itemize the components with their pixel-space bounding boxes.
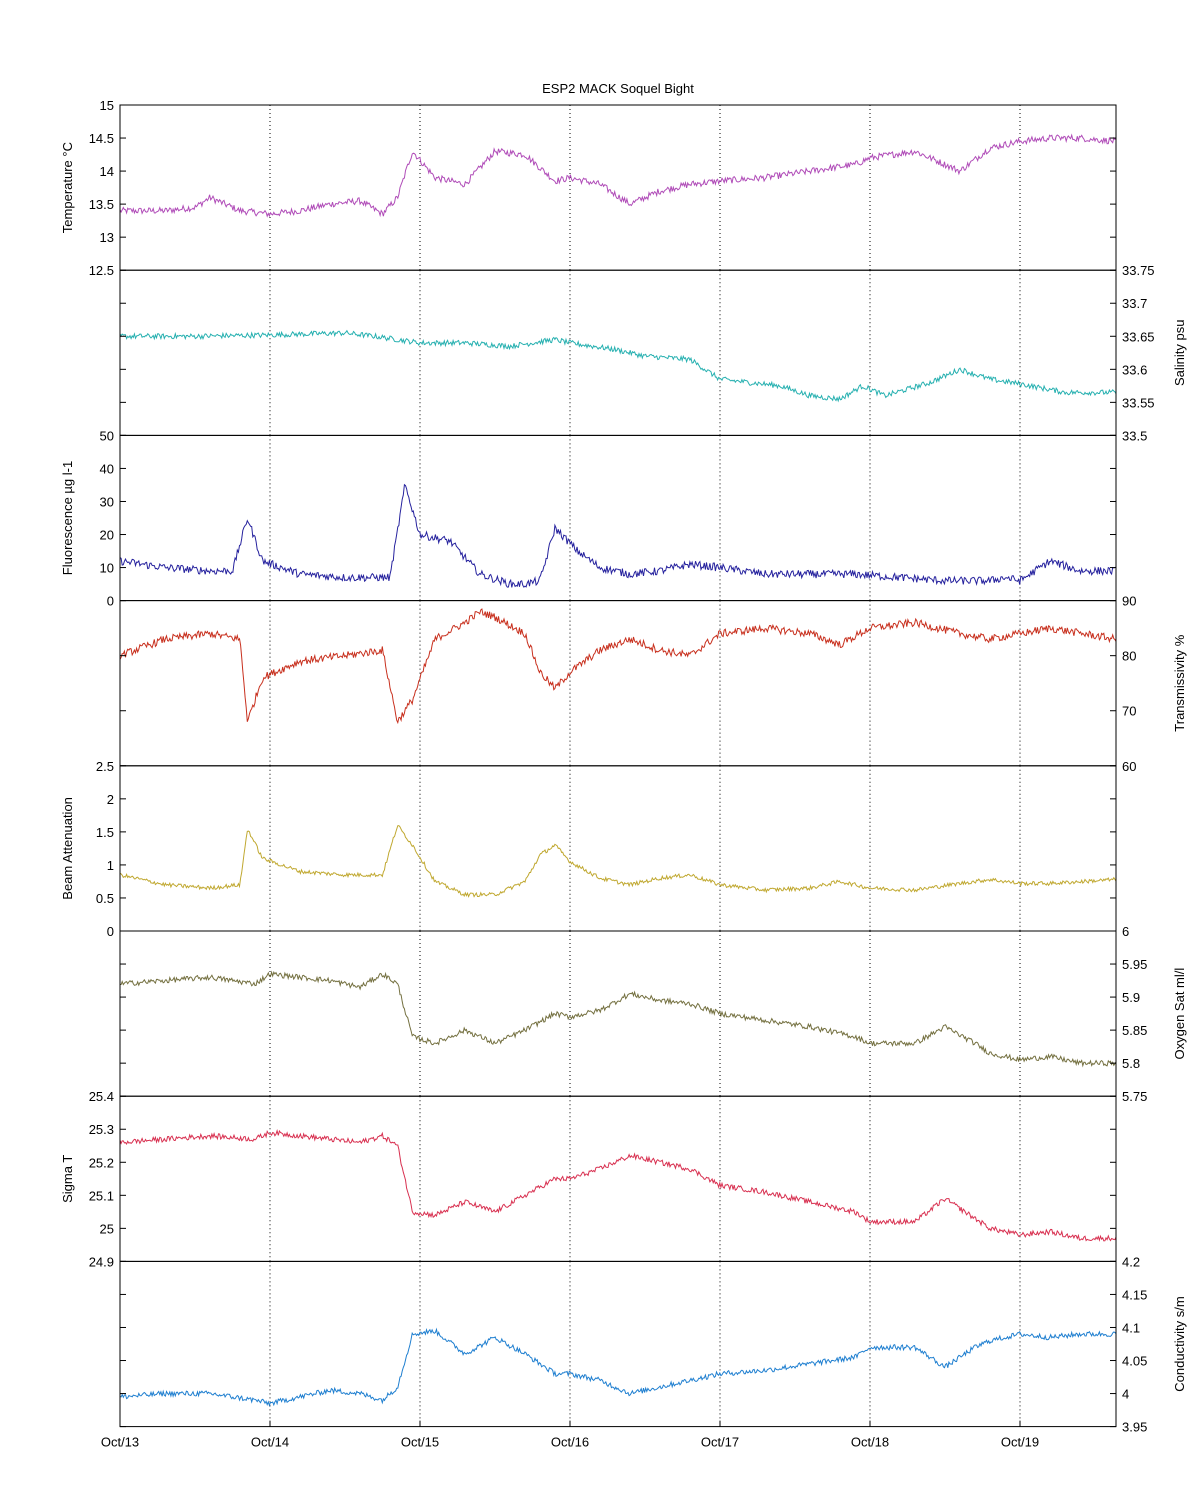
panel-frame <box>119 930 1117 1097</box>
panel-frame <box>119 1260 1117 1428</box>
x-tick-label: Oct/15 <box>401 1435 439 1450</box>
panel-frame <box>119 600 1117 767</box>
y-tick-label: 5.8 <box>1122 1056 1140 1071</box>
panel-transmissivity: 60 70 80 90 Transmissivity % <box>119 594 1187 774</box>
panel-oxygen_sat: 5.75 5.8 5.85 5.9 5.95 6 Oxygen Sat ml/l <box>119 924 1187 1104</box>
y-axis-label: Temperature °C <box>60 142 75 233</box>
y-tick-label: 33.55 <box>1122 395 1155 410</box>
y-tick-label: 40 <box>100 461 114 476</box>
y-tick-label: 12.5 <box>89 263 114 278</box>
series-beam_attenuation <box>120 825 1116 898</box>
panel-frame <box>119 1095 1117 1262</box>
x-axis: Oct/13 Oct/14 Oct/15 Oct/16 Oct/17 Oct/18 Oct/… <box>101 1420 1039 1450</box>
y-tick-label: 5.95 <box>1122 957 1147 972</box>
panel-frame <box>119 269 1117 436</box>
y-tick-label: 25.3 <box>89 1122 114 1137</box>
y-tick-label: 14.5 <box>89 131 114 146</box>
y-tick-label: 13.5 <box>89 197 114 212</box>
y-tick-label: 25.4 <box>89 1089 114 1104</box>
y-tick-label: 24.9 <box>89 1254 114 1269</box>
y-axis-label: Transmissivity % <box>1172 634 1187 731</box>
x-tick-label: Oct/18 <box>851 1435 889 1450</box>
y-tick-label: 0 <box>107 594 114 609</box>
y-axis-label: Fluorescence µg l-1 <box>60 461 75 575</box>
y-tick-label: 1 <box>107 858 114 873</box>
panel-frame <box>119 104 1117 271</box>
y-tick-label: 3.95 <box>1122 1420 1147 1435</box>
y-tick-label: 4.05 <box>1122 1354 1147 1369</box>
panel-salinity: 33.5 33.55 33.6 33.65 33.7 33.75 Salinity psu <box>119 263 1187 443</box>
y-tick-label: 2 <box>107 792 114 807</box>
y-tick-label: 20 <box>100 528 114 543</box>
series-sigma_t <box>120 1129 1116 1242</box>
y-tick-label: 70 <box>1122 704 1136 719</box>
panel-fluorescence: 0 10 20 30 40 50 Fluorescence µg l-1 <box>60 428 1117 609</box>
y-tick-label: 6 <box>1122 924 1129 939</box>
panel-conductivity: 3.95 4 4.05 4.1 4.15 4.2 Conductivity s/m <box>119 1254 1187 1435</box>
y-tick-label: 5.85 <box>1122 1023 1147 1038</box>
y-axis-label: Beam Attenuation <box>60 797 75 900</box>
y-tick-label: 25.1 <box>89 1188 114 1203</box>
series-fluorescence <box>120 483 1116 588</box>
panel-temperature: 12.5 13 13.5 14 14.5 15 Temperature °C <box>60 98 1117 278</box>
y-axis-label: Oxygen Sat ml/l <box>1172 968 1187 1060</box>
x-tick-label: Oct/16 <box>551 1435 589 1450</box>
x-tick-label: Oct/14 <box>251 1435 289 1450</box>
y-tick-label: 33.5 <box>1122 428 1147 443</box>
y-tick-label: 1.5 <box>96 825 114 840</box>
y-tick-label: 90 <box>1122 594 1136 609</box>
y-tick-label: 4.15 <box>1122 1287 1147 1302</box>
series-transmissivity <box>120 608 1116 725</box>
y-tick-label: 50 <box>100 428 114 443</box>
y-tick-label: 2.5 <box>96 759 114 774</box>
y-tick-label: 30 <box>100 494 114 509</box>
y-axis-label: Salinity psu <box>1172 320 1187 386</box>
series-salinity <box>120 329 1116 403</box>
panel-beam_attenuation: 0 0.5 1 1.5 2 2.5 Beam Attenuation <box>60 759 1117 939</box>
panel-sigma_t: 24.9 25 25.1 25.2 25.3 25.4 Sigma T <box>60 1089 1117 1269</box>
y-tick-label: 0 <box>107 924 114 939</box>
y-tick-label: 4.1 <box>1122 1320 1140 1335</box>
panel-frame <box>119 434 1117 602</box>
x-tick-label: Oct/17 <box>701 1435 739 1450</box>
series-conductivity <box>120 1327 1116 1407</box>
y-tick-label: 33.6 <box>1122 362 1147 377</box>
y-axis-label: Sigma T <box>60 1155 75 1203</box>
series-temperature <box>120 133 1116 218</box>
y-tick-label: 15 <box>100 98 114 113</box>
y-tick-label: 5.9 <box>1122 990 1140 1005</box>
y-tick-label: 33.7 <box>1122 296 1147 311</box>
y-tick-label: 13 <box>100 230 114 245</box>
panel-frame <box>119 765 1117 932</box>
chart-title: ESP2 MACK Soquel Bight <box>542 81 694 96</box>
y-tick-label: 33.75 <box>1122 263 1155 278</box>
y-tick-label: 4 <box>1122 1387 1129 1402</box>
y-tick-label: 60 <box>1122 759 1136 774</box>
y-tick-label: 10 <box>100 561 114 576</box>
series-oxygen_sat <box>120 970 1116 1068</box>
y-tick-label: 0.5 <box>96 891 114 906</box>
x-tick-label: Oct/13 <box>101 1435 139 1450</box>
y-tick-label: 33.65 <box>1122 329 1155 344</box>
y-tick-label: 80 <box>1122 649 1136 664</box>
x-tick-label: Oct/19 <box>1001 1435 1039 1450</box>
y-axis-label: Conductivity s/m <box>1172 1296 1187 1391</box>
y-tick-label: 14 <box>100 164 114 179</box>
y-tick-label: 4.2 <box>1122 1254 1140 1269</box>
y-tick-label: 25.2 <box>89 1155 114 1170</box>
y-tick-label: 5.75 <box>1122 1089 1147 1104</box>
y-tick-label: 25 <box>100 1221 114 1236</box>
